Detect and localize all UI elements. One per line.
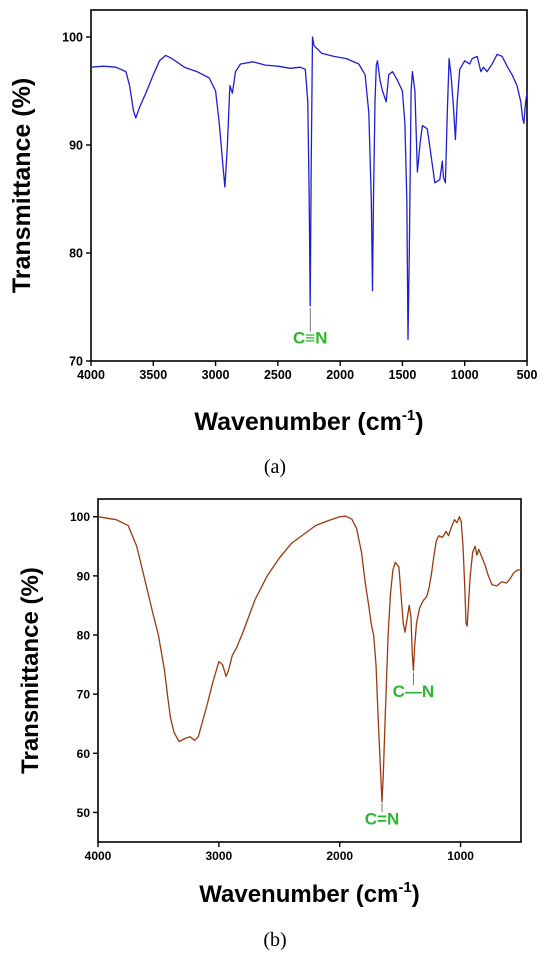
y-axis-label: Transmittance (%) [8, 78, 36, 293]
plot-frame [90, 9, 528, 362]
x-axis-label: Wavenumber (cm-1) [194, 407, 423, 436]
x-tick-label: 1500 [389, 368, 417, 382]
x-tick-label: 4000 [77, 368, 105, 382]
y-tick-label: 100 [70, 510, 90, 524]
peak-annotation: C≡N [293, 329, 327, 348]
plot-frame [97, 498, 522, 843]
x-tick-label: 4000 [85, 849, 112, 863]
x-tick-label: 500 [517, 368, 538, 382]
y-tick-label: 80 [69, 247, 83, 261]
series-line-0 [90, 36, 528, 341]
series-line-0 [97, 515, 521, 803]
y-tick-label: 80 [77, 629, 91, 643]
x-tick-label: 3500 [139, 368, 167, 382]
panel-label: (a) [264, 456, 286, 478]
chart-panel-a: 4000 3500 3000 2500 2000 1500 1000 500 70 80 90 100… [8, 9, 538, 478]
y-tick-label: 70 [77, 688, 91, 702]
x-tick-label: 2500 [264, 368, 292, 382]
chart-panel-b: 4000 3000 2000 1000 50 60 70 80 90 100 C=N C—N Trans… [17, 498, 522, 951]
y-tick-label: 50 [77, 806, 91, 820]
y-tick-label: 60 [77, 747, 91, 761]
panel-label: (b) [263, 929, 286, 951]
y-tick-label: 70 [69, 355, 83, 369]
y-axis-label: Transmittance (%) [17, 567, 44, 774]
x-tick-label: 2000 [326, 368, 354, 382]
x-tick-label: 3000 [202, 368, 230, 382]
x-tick-label: 2000 [326, 849, 353, 863]
y-tick-label: 90 [69, 139, 83, 153]
y-tick-label: 90 [77, 569, 91, 583]
x-tick-label: 1000 [447, 849, 474, 863]
y-tick-label: 100 [62, 31, 83, 45]
peak-annotation: C—N [393, 682, 435, 701]
x-tick-label: 1000 [451, 368, 479, 382]
x-tick-label: 3000 [206, 849, 233, 863]
peak-annotation: C=N [365, 809, 399, 828]
x-axis-label: Wavenumber (cm-1) [199, 879, 420, 908]
